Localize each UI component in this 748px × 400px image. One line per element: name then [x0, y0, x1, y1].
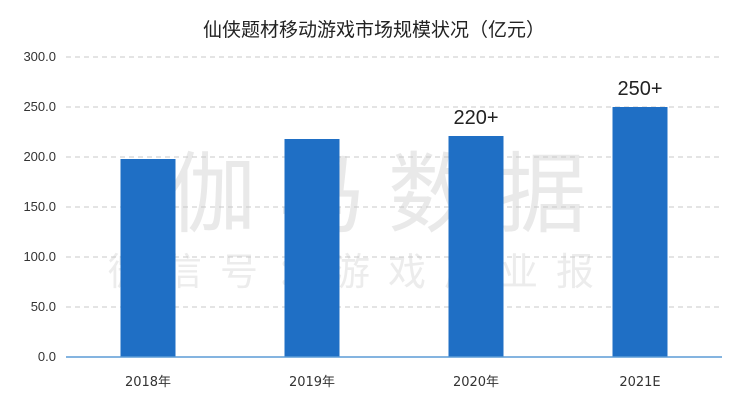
y-axis: 0.0 50.0 100.0 150.0 200.0 250.0 300.0: [23, 49, 56, 364]
data-label: 220+: [453, 107, 498, 129]
bar: [612, 107, 668, 357]
watermark: 伽马数据 微信号：游戏产业报告: [108, 143, 668, 294]
y-tick-label: 50.0: [31, 299, 56, 314]
x-axis: 2018年 2019年 2020年 2021E: [66, 356, 722, 390]
y-tick-label: 300.0: [23, 49, 56, 64]
y-tick-label: 250.0: [23, 99, 56, 114]
y-tick-label: 150.0: [23, 199, 56, 214]
y-tick-label: 0.0: [38, 349, 56, 364]
y-tick-label: 200.0: [23, 149, 56, 164]
x-tick-label: 2021E: [619, 375, 660, 390]
bar: [448, 136, 504, 357]
chart-title: 仙侠题材移动游戏市场规模状况（亿元）: [203, 19, 545, 41]
bar: [284, 139, 340, 357]
y-tick-label: 100.0: [23, 249, 56, 264]
data-labels: 220+ 250+: [453, 78, 662, 129]
watermark-main: 伽马数据: [168, 143, 608, 246]
watermark-sub: 微信号：游戏产业报告: [108, 250, 668, 294]
x-tick-label: 2018年: [125, 375, 171, 390]
x-tick-label: 2020年: [453, 375, 499, 390]
bars: [120, 107, 668, 357]
bar: [120, 159, 176, 357]
x-tick-label: 2019年: [289, 375, 335, 390]
data-label: 250+: [617, 78, 662, 100]
